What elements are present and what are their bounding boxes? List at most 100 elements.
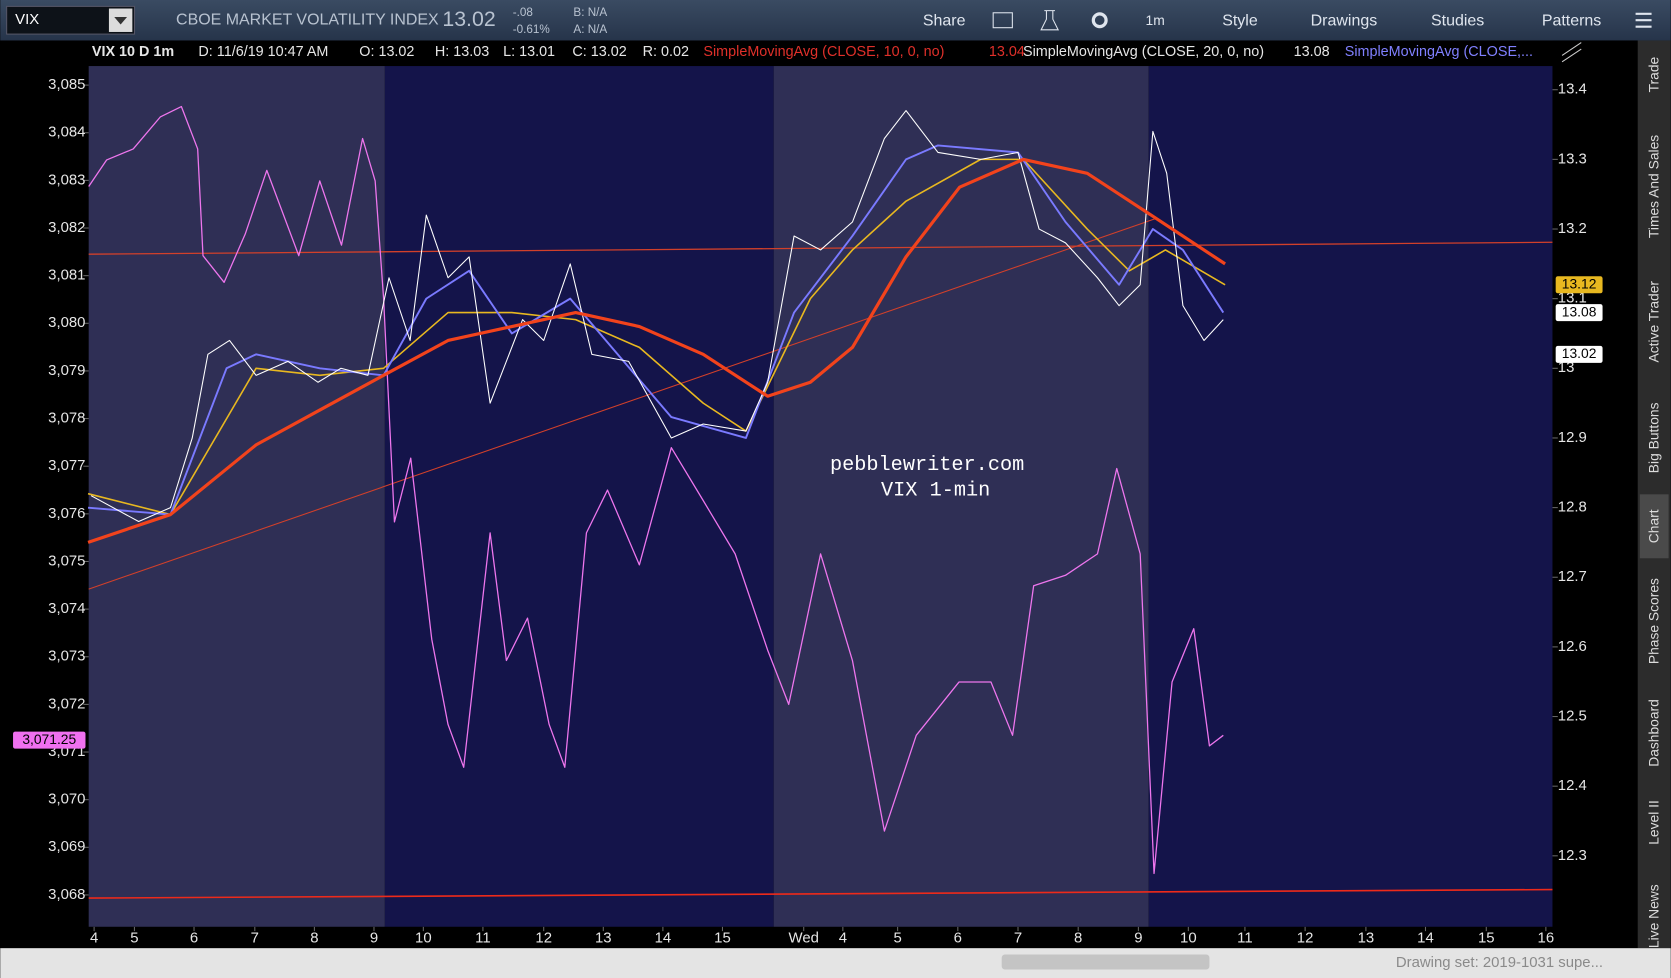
x-tick-label: 5 bbox=[893, 931, 901, 947]
x-tick-label: 14 bbox=[655, 931, 672, 947]
share-button[interactable]: Share bbox=[923, 13, 966, 30]
x-tick-label: 6 bbox=[954, 931, 962, 947]
y-tick-label: 3,074 bbox=[48, 601, 85, 617]
x-tick-label: 4 bbox=[839, 931, 847, 947]
x-tick-label: 11 bbox=[475, 931, 490, 947]
annotation: pebblewriter.com bbox=[830, 454, 1024, 477]
y2-tick-label: 13.1 bbox=[1558, 291, 1587, 307]
sma-label: SimpleMovingAvg (CLOSE,... bbox=[1345, 44, 1533, 60]
x-tick-label: 11 bbox=[1237, 931, 1252, 947]
menu-icon[interactable] bbox=[1635, 12, 1652, 28]
left-axis bbox=[0, 66, 89, 949]
x-tick-label: 7 bbox=[251, 931, 259, 947]
y-tick-label: 3,082 bbox=[48, 220, 85, 236]
icon[interactable] bbox=[1091, 12, 1108, 29]
sma-value: 13.04 bbox=[989, 44, 1025, 60]
y2-tick-label: 12.3 bbox=[1558, 848, 1587, 864]
y2-tick-label: 13.4 bbox=[1558, 82, 1587, 98]
y-tick-label: 3,079 bbox=[48, 363, 85, 379]
sidebar-tab[interactable]: Times And Sales bbox=[1645, 135, 1661, 238]
status-text: Drawing set: 2019-1031 supe... bbox=[1396, 955, 1603, 971]
x-tick-label: 10 bbox=[1180, 931, 1197, 947]
price-marker-label: 3,071.25 bbox=[22, 731, 76, 747]
x-tick-label: 9 bbox=[370, 931, 378, 947]
sidebar-tab[interactable]: Trade bbox=[1645, 56, 1661, 92]
y2-tick-label: 13.3 bbox=[1558, 151, 1587, 167]
y-tick-label: 3,076 bbox=[48, 506, 85, 522]
sidebar-tab[interactable]: Dashboard bbox=[1645, 699, 1661, 767]
x-axis bbox=[0, 926, 1638, 949]
icon[interactable] bbox=[1040, 10, 1060, 31]
y-tick-label: 3,084 bbox=[48, 125, 85, 141]
x-tick-label: 15 bbox=[714, 931, 731, 947]
y-tick-label: 3,075 bbox=[48, 553, 85, 569]
sidebar-tab-active bbox=[1639, 494, 1669, 559]
open: O: 13.02 bbox=[359, 44, 414, 60]
y2-tick-label: 12.7 bbox=[1558, 569, 1587, 585]
x-tick-label: 6 bbox=[190, 931, 198, 947]
x-tick-label: 16 bbox=[1538, 931, 1555, 947]
axis-icon[interactable] bbox=[1561, 42, 1582, 63]
x-tick-label: 12 bbox=[535, 931, 552, 947]
y-tick-label: 3,083 bbox=[48, 172, 85, 188]
x-tick-label: 8 bbox=[310, 931, 318, 947]
y-tick-label: 3,069 bbox=[48, 839, 85, 855]
x-tick-label: 8 bbox=[1074, 931, 1082, 947]
y-tick-label: 3,078 bbox=[48, 411, 85, 427]
sma-value: 13.08 bbox=[1294, 44, 1330, 60]
close: C: 13.02 bbox=[572, 44, 626, 60]
sidebar-tab[interactable]: Active Trader bbox=[1645, 281, 1661, 363]
price-marker-label: 13.08 bbox=[1562, 303, 1597, 319]
sma-label: SimpleMovingAvg (CLOSE, 20, 0, no) bbox=[1023, 44, 1264, 60]
right-axis bbox=[1552, 40, 1638, 949]
session-shade bbox=[1148, 66, 1553, 927]
price-marker-label: 13.02 bbox=[1562, 345, 1597, 361]
icon[interactable] bbox=[992, 12, 1013, 29]
studies-button[interactable]: Studies bbox=[1431, 13, 1484, 30]
x-tick-label: 13 bbox=[595, 931, 612, 947]
series-line bbox=[87, 144, 1225, 516]
style-button[interactable]: Style bbox=[1222, 13, 1258, 30]
x-tick-label: 13 bbox=[1358, 931, 1375, 947]
scrollbar[interactable] bbox=[1001, 954, 1210, 970]
y-tick-label: 3,077 bbox=[48, 458, 85, 474]
x-tick-label: Wed bbox=[789, 931, 819, 947]
symbol: VIX bbox=[15, 12, 39, 28]
price-marker bbox=[1555, 304, 1603, 322]
x-tick-label: 12 bbox=[1297, 931, 1314, 947]
ask: A: N/A bbox=[573, 23, 607, 36]
sidebar-tab[interactable]: Chart bbox=[1645, 509, 1661, 543]
sidebar-tab[interactable]: Level II bbox=[1645, 800, 1661, 845]
sma-label: SimpleMovingAvg (CLOSE, 10, 0, no) bbox=[703, 44, 944, 60]
series-line bbox=[88, 241, 1553, 255]
series-line bbox=[88, 105, 1224, 875]
patterns-button[interactable]: Patterns bbox=[1542, 13, 1601, 30]
trend-line bbox=[88, 217, 1157, 590]
last-price: 13.02 bbox=[442, 7, 495, 31]
change-pct: -0.61% bbox=[513, 23, 550, 36]
symbol-title: CBOE MARKET VOLATILITY INDEX bbox=[176, 11, 439, 28]
sidebar-tab[interactable]: Big Buttons bbox=[1645, 402, 1661, 473]
price-marker bbox=[1555, 276, 1603, 294]
date: D: 11/6/19 10:47 AM bbox=[198, 44, 328, 60]
status-bar bbox=[0, 948, 1671, 978]
dropdown-arrow bbox=[114, 17, 128, 25]
y2-tick-label: 12.5 bbox=[1558, 708, 1587, 724]
timeframe-button[interactable]: 1m bbox=[1146, 12, 1165, 28]
sidebar-tab[interactable]: Live News bbox=[1645, 884, 1661, 948]
y2-tick-label: 12.9 bbox=[1558, 430, 1587, 446]
x-tick-label: 10 bbox=[415, 931, 432, 947]
x-tick-label: 4 bbox=[90, 931, 98, 947]
x-tick-label: 5 bbox=[130, 931, 138, 947]
plot bbox=[87, 105, 1553, 875]
study-label: VIX 10 D 1m bbox=[92, 44, 174, 60]
drawings-button[interactable]: Drawings bbox=[1311, 13, 1378, 30]
sidebar-tab[interactable]: Phase Scores bbox=[1645, 578, 1661, 664]
low: L: 13.01 bbox=[503, 44, 555, 60]
series-line bbox=[87, 157, 1226, 544]
price-marker bbox=[13, 731, 86, 749]
y2-tick-label: 12.6 bbox=[1558, 639, 1587, 655]
y-tick-label: 3,073 bbox=[48, 649, 85, 665]
annotation: VIX 1-min bbox=[881, 479, 990, 502]
